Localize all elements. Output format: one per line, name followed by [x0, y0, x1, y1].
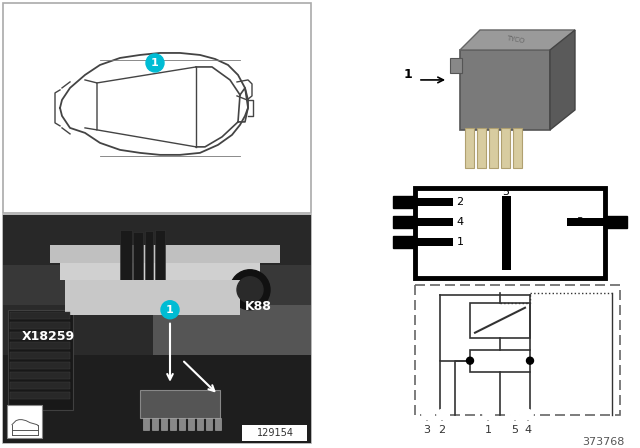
- Bar: [60, 255, 260, 280]
- Bar: [3, 305, 153, 355]
- Bar: [152, 418, 158, 430]
- Bar: [10, 352, 70, 359]
- Circle shape: [70, 103, 79, 112]
- Text: 5: 5: [511, 425, 518, 435]
- Bar: [10, 312, 70, 319]
- Bar: [393, 216, 416, 228]
- Bar: [513, 128, 522, 168]
- Bar: [3, 355, 311, 443]
- Bar: [65, 280, 240, 315]
- Bar: [10, 362, 70, 369]
- Bar: [415, 285, 620, 415]
- Circle shape: [146, 54, 164, 72]
- Circle shape: [483, 409, 493, 420]
- Circle shape: [527, 357, 534, 364]
- Bar: [3, 3, 311, 213]
- Circle shape: [523, 409, 533, 420]
- Bar: [465, 128, 474, 168]
- Bar: [10, 322, 70, 329]
- Bar: [450, 58, 462, 73]
- Bar: [10, 392, 70, 399]
- Text: 1: 1: [166, 305, 174, 315]
- Bar: [502, 196, 511, 270]
- Circle shape: [437, 409, 447, 420]
- Bar: [470, 350, 530, 372]
- Polygon shape: [550, 30, 575, 130]
- Bar: [415, 218, 453, 226]
- Bar: [179, 418, 185, 430]
- Circle shape: [161, 301, 179, 319]
- Bar: [161, 418, 167, 430]
- Bar: [477, 128, 486, 168]
- Text: 4: 4: [456, 217, 463, 227]
- Text: 2: 2: [456, 197, 463, 207]
- Polygon shape: [460, 30, 575, 50]
- Text: 129154: 129154: [257, 428, 294, 438]
- Bar: [242, 425, 307, 441]
- Text: K88: K88: [245, 300, 272, 313]
- Bar: [50, 245, 280, 263]
- Circle shape: [467, 357, 474, 364]
- Bar: [501, 128, 510, 168]
- Bar: [415, 238, 453, 246]
- Text: 3: 3: [424, 425, 431, 435]
- Text: 4: 4: [524, 425, 532, 435]
- Circle shape: [230, 270, 270, 310]
- Bar: [8, 310, 73, 409]
- Circle shape: [237, 277, 263, 303]
- Bar: [393, 196, 416, 208]
- Text: 1: 1: [456, 237, 463, 247]
- Bar: [153, 305, 311, 355]
- Bar: [133, 232, 143, 287]
- Bar: [206, 418, 212, 430]
- Bar: [140, 390, 220, 418]
- Text: 3: 3: [577, 217, 584, 227]
- Bar: [489, 128, 498, 168]
- Bar: [567, 218, 605, 226]
- Bar: [188, 418, 194, 430]
- Bar: [10, 342, 70, 349]
- Bar: [415, 198, 453, 206]
- Bar: [145, 231, 153, 289]
- Text: 373768: 373768: [582, 437, 625, 447]
- Text: 2: 2: [438, 425, 445, 435]
- Bar: [415, 188, 605, 278]
- Bar: [170, 418, 176, 430]
- Circle shape: [422, 409, 432, 420]
- Bar: [10, 372, 70, 379]
- Bar: [197, 418, 203, 430]
- Bar: [460, 50, 550, 130]
- Text: 1: 1: [404, 68, 413, 81]
- Bar: [470, 303, 530, 338]
- Text: TYCO: TYCO: [506, 35, 525, 44]
- Bar: [215, 418, 221, 430]
- Bar: [10, 332, 70, 339]
- Bar: [3, 265, 311, 305]
- Bar: [3, 215, 311, 443]
- Bar: [604, 216, 627, 228]
- Bar: [3, 215, 311, 265]
- Text: 1: 1: [151, 58, 159, 68]
- Text: X18259: X18259: [22, 330, 75, 343]
- Circle shape: [510, 409, 520, 420]
- Text: 5: 5: [502, 187, 509, 197]
- Bar: [120, 230, 132, 290]
- Text: 1: 1: [484, 425, 492, 435]
- Bar: [10, 382, 70, 389]
- Bar: [155, 230, 165, 290]
- Bar: [7, 405, 42, 438]
- Bar: [393, 236, 416, 248]
- Bar: [143, 418, 149, 430]
